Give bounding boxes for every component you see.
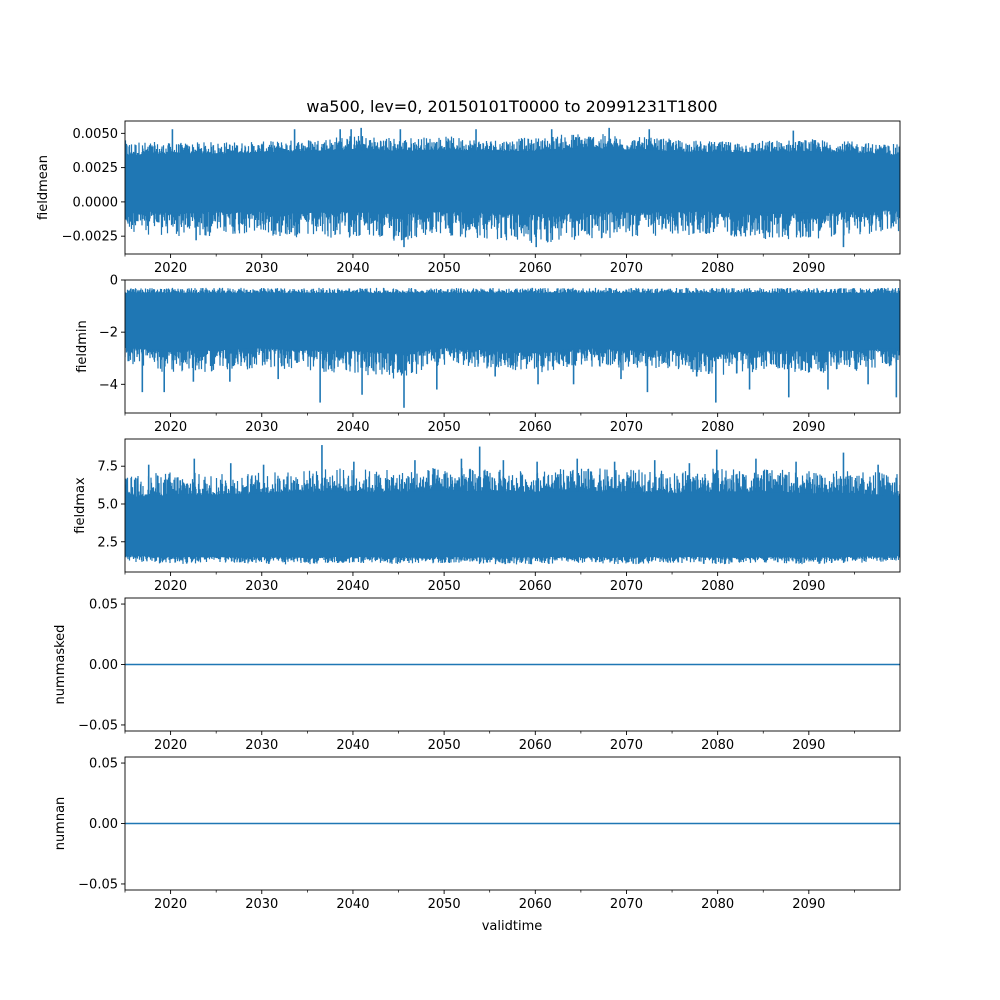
panel-fieldmean: −0.0025 0.0000 0.0025 0.0050 2020 2030 2040 205…: [36, 120, 901, 276]
nummasked-y-label: nummasked: [53, 625, 68, 705]
nummasked-xtick-label-2: 2040: [336, 738, 369, 753]
numnan-xtick-label-6: 2080: [701, 897, 734, 912]
nummasked-ytick-label-0: −0.05: [78, 718, 118, 733]
numnan-xtick-label-3: 2050: [428, 897, 461, 912]
numnan-y-label: numnan: [53, 797, 68, 851]
fieldmean-axes-frame: [124, 120, 901, 255]
nummasked-xtick-label-4: 2060: [519, 738, 552, 753]
fieldmin-axes-frame: [124, 279, 901, 414]
nummasked-ytick-label-1: 0.00: [89, 658, 118, 673]
fieldmin-xtick-label-5: 2070: [610, 420, 643, 435]
fieldmean-ytick-label-0: −0.0025: [62, 230, 118, 245]
fieldmean-xtick-label-2: 2040: [336, 261, 369, 276]
nummasked-xtick-label-6: 2080: [701, 738, 734, 753]
panel-fieldmax: 2.5 5.0 7.5 2020 2030 2040 2050 2060 2070 2080 209…: [73, 438, 901, 594]
fieldmin-core-band: [125, 293, 900, 353]
numnan-ytick-label-1: 0.00: [89, 817, 118, 832]
fieldmax-xtick-label-0: 2020: [154, 579, 187, 594]
numnan-xtick-label-0: 2020: [154, 897, 187, 912]
fieldmean-xtick-label-3: 2050: [428, 261, 461, 276]
nummasked-xtick-label-1: 2030: [245, 738, 278, 753]
panel-nummasked: −0.05 0.00 0.05 2020 2030 2040 2050 2060 2070 208…: [53, 598, 901, 753]
fieldmin-y-label: fieldmin: [75, 320, 90, 373]
fieldmax-y-label: fieldmax: [73, 477, 88, 534]
numnan-ytick-label-0: −0.05: [78, 877, 118, 892]
fieldmin-ytick-label-0: −4: [99, 378, 118, 393]
fieldmax-series: [125, 445, 900, 565]
numnan-xtick-label-5: 2070: [610, 897, 643, 912]
fieldmin-xtick-label-3: 2050: [428, 420, 461, 435]
fieldmax-xtick-label-4: 2060: [519, 579, 552, 594]
fieldmean-y-label: fieldmean: [36, 155, 51, 220]
nummasked-ytick-label-2: 0.05: [89, 598, 118, 613]
fieldmax-xtick-label-7: 2090: [792, 579, 825, 594]
numnan-xtick-label-2: 2040: [336, 897, 369, 912]
x-axis-label: validtime: [482, 919, 543, 934]
fieldmean-ytick-label-3: 0.0050: [73, 127, 119, 142]
fieldmean-ytick-label-2: 0.0025: [73, 161, 119, 176]
fieldmax-xtick-label-1: 2030: [245, 579, 278, 594]
fieldmax-xtick-label-2: 2040: [336, 579, 369, 594]
fieldmin-series: [125, 287, 900, 408]
fieldmin-xtick-label-7: 2090: [792, 420, 825, 435]
fieldmean-ytick-label-1: 0.0000: [73, 195, 119, 210]
fieldmean-xtick-label-1: 2030: [245, 261, 278, 276]
nummasked-xtick-label-3: 2050: [428, 738, 461, 753]
fieldmax-ytick-label-0: 2.5: [97, 535, 118, 550]
numnan-ytick-label-2: 0.05: [89, 757, 118, 772]
fieldmax-xtick-label-5: 2070: [610, 579, 643, 594]
nummasked-xtick-label-0: 2020: [154, 738, 187, 753]
fieldmin-xtick-label-6: 2080: [701, 420, 734, 435]
fieldmin-xtick-label-0: 2020: [154, 420, 187, 435]
nummasked-xtick-label-5: 2070: [610, 738, 643, 753]
fieldmin-xtick-label-2: 2040: [336, 420, 369, 435]
fieldmean-xtick-label-6: 2080: [701, 261, 734, 276]
fieldmax-core-band: [125, 490, 900, 557]
panel-fieldmin: −4 −2 0 2020 2030 2040 2050 2060 2070 2080 2090 fie…: [75, 274, 901, 435]
fieldmax-axes-frame: [124, 438, 901, 573]
numnan-xtick-label-1: 2030: [245, 897, 278, 912]
fieldmean-xtick-label-0: 2020: [154, 261, 187, 276]
fieldmax-ytick-label-2: 7.5: [97, 460, 118, 475]
fieldmean-xtick-label-5: 2070: [610, 261, 643, 276]
numnan-xtick-label-4: 2060: [519, 897, 552, 912]
fieldmin-ytick-label-1: −2: [99, 326, 118, 341]
fieldmax-xtick-label-6: 2080: [701, 579, 734, 594]
fieldmean-xtick-label-7: 2090: [792, 261, 825, 276]
panel-numnan: −0.05 0.00 0.05 2020 2030 2040 2050 2060 2070 208…: [53, 757, 901, 912]
figure-title: wa500, lev=0, 20150101T0000 to 20991231T…: [306, 97, 717, 116]
nummasked-xtick-label-7: 2090: [792, 738, 825, 753]
panels: −0.0025 0.0000 0.0025 0.0050 2020 2030 2040 205…: [36, 120, 901, 912]
fieldmin-ytick-label-2: 0: [110, 274, 118, 289]
fieldmin-xtick-label-4: 2060: [519, 420, 552, 435]
fieldmean-xtick-label-4: 2060: [519, 261, 552, 276]
fieldmean-core-band: [125, 148, 900, 215]
numnan-xtick-label-7: 2090: [792, 897, 825, 912]
fieldmax-ytick-label-1: 5.0: [97, 497, 118, 512]
fieldmin-xtick-label-1: 2030: [245, 420, 278, 435]
fieldmax-xtick-label-3: 2050: [428, 579, 461, 594]
fieldmean-series: [125, 127, 900, 248]
